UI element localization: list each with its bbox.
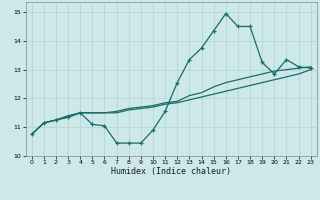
X-axis label: Humidex (Indice chaleur): Humidex (Indice chaleur) [111,167,231,176]
